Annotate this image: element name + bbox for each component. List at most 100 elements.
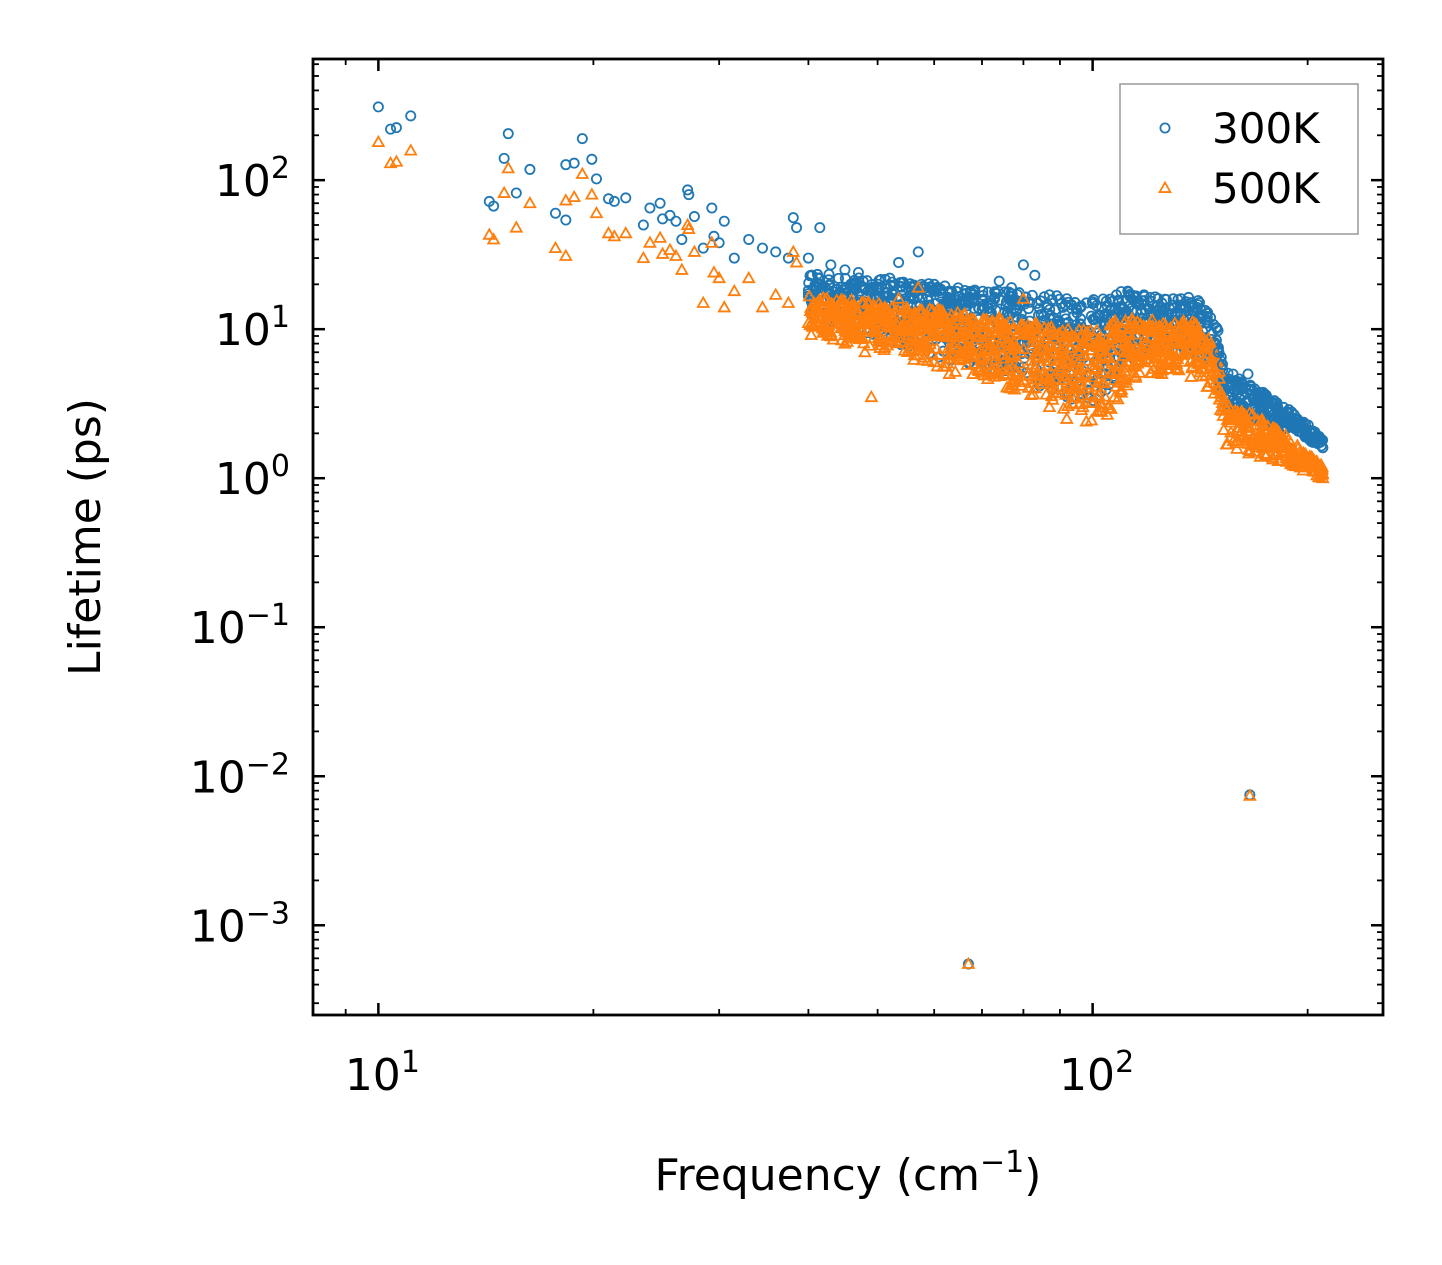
- data-point: [1174, 336, 1189, 349]
- data-point: [680, 217, 695, 230]
- data-point: [482, 227, 497, 240]
- band-point: [1061, 398, 1075, 412]
- data-point: [676, 233, 688, 245]
- band-point: [1117, 316, 1132, 329]
- band-point: [988, 366, 1003, 379]
- band-point: [880, 304, 895, 317]
- band-point: [881, 327, 895, 340]
- band-point: [1008, 340, 1023, 353]
- band-point: [1053, 315, 1065, 327]
- band-point: [802, 289, 817, 302]
- band-point: [816, 290, 831, 303]
- band-point: [834, 298, 849, 311]
- band-point: [1283, 404, 1295, 416]
- data-point: [653, 230, 668, 243]
- x-axis-label: Frequency (cm−1): [655, 1145, 1042, 1201]
- band-point: [944, 297, 956, 309]
- band-point: [981, 326, 996, 340]
- data-point: [405, 110, 417, 122]
- data-point: [669, 248, 683, 261]
- band-point: [1090, 379, 1105, 392]
- band-point: [1204, 336, 1218, 349]
- band-point: [959, 312, 974, 325]
- data-point: [1016, 291, 1031, 304]
- tick-labels: 101 102 10−3 10−2 10−1 100 101 102: [190, 151, 1134, 1101]
- band-point: [1155, 308, 1167, 320]
- data-point: [371, 134, 386, 148]
- data-point: [786, 244, 801, 257]
- data-point: [1137, 355, 1151, 368]
- band-point: [1169, 349, 1184, 362]
- band-point: [806, 269, 818, 281]
- band-point: [1260, 418, 1275, 432]
- band-point: [976, 350, 991, 364]
- band-point: [1057, 347, 1072, 360]
- data-point: [706, 202, 718, 214]
- band-point: [1241, 387, 1253, 399]
- data-point: [768, 287, 783, 300]
- data-point: [1242, 788, 1257, 801]
- legend-label: 500K: [1212, 164, 1321, 213]
- band-point: [990, 321, 1005, 334]
- band-point: [910, 320, 925, 333]
- data-point: [497, 185, 512, 198]
- band-point: [1153, 356, 1168, 369]
- band-point: [1064, 340, 1079, 353]
- band-point: [980, 367, 995, 380]
- band-point: [1054, 293, 1066, 305]
- data-point: [603, 193, 615, 205]
- band-point: [1009, 364, 1024, 377]
- data-point: [1061, 293, 1073, 305]
- legend-item-300K: 300K: [1159, 104, 1321, 153]
- x-tick-label: 101: [345, 1045, 420, 1101]
- data-point: [558, 248, 573, 261]
- band-point: [1086, 296, 1098, 308]
- band-point: [836, 319, 851, 333]
- data-point: [943, 285, 955, 297]
- band-point: [861, 296, 876, 309]
- band-point: [1081, 332, 1096, 345]
- data-point: [1212, 346, 1224, 358]
- band-point: [1271, 402, 1283, 414]
- band-point: [988, 338, 1003, 351]
- band-point: [1120, 378, 1135, 391]
- band-point: [1229, 441, 1244, 454]
- band-point: [884, 279, 896, 291]
- band-point: [1051, 345, 1066, 359]
- band-point: [1208, 352, 1222, 366]
- band-point: [1315, 465, 1330, 478]
- band-point: [1060, 355, 1075, 369]
- data-point: [912, 246, 924, 258]
- band-point: [833, 310, 848, 323]
- band-point: [1089, 360, 1104, 373]
- data-point: [502, 128, 514, 140]
- data-point: [712, 270, 727, 284]
- band-point: [989, 286, 1001, 298]
- series-500K-points: [371, 134, 1330, 969]
- band-point: [1144, 295, 1156, 307]
- band-point: [1201, 379, 1216, 392]
- band-point: [1012, 375, 1027, 388]
- band-point: [960, 357, 975, 370]
- band-point: [920, 338, 935, 352]
- data-point: [837, 336, 852, 349]
- data-point: [654, 197, 666, 209]
- data-point: [549, 207, 561, 219]
- data-point: [636, 250, 651, 264]
- band-point: [1041, 321, 1056, 334]
- band-point: [1298, 422, 1310, 434]
- legend-label: 300K: [1212, 104, 1321, 153]
- data-point: [1120, 345, 1135, 358]
- data-point: [942, 366, 957, 379]
- band-point: [806, 296, 821, 309]
- data-point: [966, 366, 980, 379]
- band-point: [923, 337, 937, 350]
- band-point: [1010, 325, 1025, 338]
- data-point: [664, 209, 676, 221]
- band-point: [1070, 355, 1085, 368]
- data-point: [814, 222, 826, 234]
- band-point: [822, 304, 836, 317]
- band-point: [932, 281, 944, 293]
- legend-box: [1119, 83, 1359, 235]
- data-point: [727, 283, 742, 297]
